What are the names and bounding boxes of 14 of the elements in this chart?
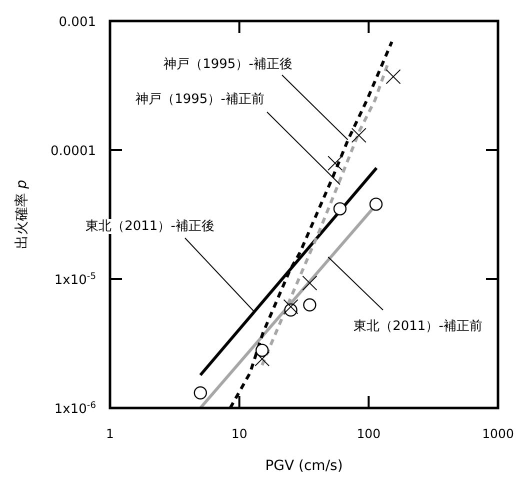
annotation: 東北（2011）-補正前 bbox=[354, 319, 482, 334]
x-tick-label: 1 bbox=[106, 426, 114, 441]
x-tick-label: 10 bbox=[231, 426, 248, 441]
annotation: 神戸（1995）-補正後 bbox=[164, 57, 292, 72]
y-tick-label: 0.001 bbox=[58, 15, 96, 30]
x-axis-title: PGV (cm/s) bbox=[265, 458, 343, 474]
y-axis-title: 出火確率 p bbox=[14, 180, 30, 250]
y-tick-label: 1x10$^{-5}$ bbox=[54, 272, 96, 288]
annotation: 神戸（1995）-補正前 bbox=[136, 92, 264, 107]
x-tick-label: 100 bbox=[356, 426, 381, 441]
y-tick-label: 0.0001 bbox=[50, 144, 96, 159]
annotation: 東北（2011）-補正後 bbox=[86, 219, 214, 234]
x-tick-label: 1000 bbox=[482, 426, 514, 441]
y-tick-label: 1x10$^{-6}$ bbox=[54, 401, 96, 417]
